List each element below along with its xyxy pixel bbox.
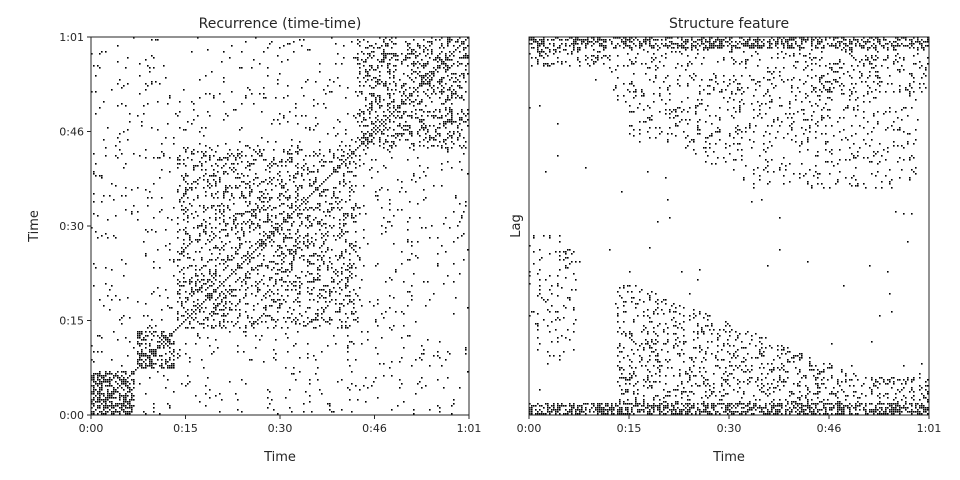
recurrence-y-tick-label: 0:00 (59, 409, 84, 422)
recurrence-plot: Recurrence (time-time) 0:00 0:15 0:30 0:46 1… (27, 16, 481, 465)
structure-feature-plot: Structure feature 0:00 0:15 0:30 0:46 1:01 T… (509, 16, 941, 465)
structure-feature-x-axis-label: Time (712, 450, 745, 465)
structure-feature-points (529, 37, 929, 415)
structure-feature-x-tick-label: 0:15 (617, 422, 642, 435)
structure-feature-y-axis-label: Lag (509, 214, 524, 237)
structure-feature-x-tick-label: 0:30 (717, 422, 742, 435)
recurrence-y-tick-label: 0:30 (59, 220, 84, 233)
recurrence-x-tick-label: 0:15 (173, 422, 198, 435)
recurrence-x-tick-label: 0:46 (362, 422, 387, 435)
recurrence-x-tick-label: 1:01 (457, 422, 482, 435)
structure-feature-point-set (529, 37, 929, 415)
recurrence-points (91, 37, 469, 415)
recurrence-y-axis-label: Time (27, 210, 42, 243)
recurrence-y-tick-label: 1:01 (59, 31, 84, 44)
structure-feature-title: Structure feature (669, 16, 789, 32)
structure-feature-axes-frame (528, 36, 930, 416)
structure-feature-x-tick-label: 1:01 (917, 422, 942, 435)
recurrence-x-tick-label: 0:00 (79, 422, 104, 435)
recurrence-y-tick-label: 0:46 (59, 126, 84, 139)
recurrence-x-tick-label: 0:30 (268, 422, 293, 435)
recurrence-y-tick-label: 0:15 (59, 315, 84, 328)
recurrence-point-set (91, 37, 469, 415)
recurrence-title: Recurrence (time-time) (199, 16, 362, 32)
recurrence-y-ticks: 0:00 0:15 0:30 0:46 1:01 (59, 31, 91, 422)
structure-feature-x-tick-label: 0:00 (517, 422, 542, 435)
structure-feature-x-tick-label: 0:46 (817, 422, 842, 435)
recurrence-x-ticks: 0:00 0:15 0:30 0:46 1:01 (79, 415, 482, 435)
recurrence-x-axis-label: Time (263, 450, 296, 465)
structure-feature-x-ticks: 0:00 0:15 0:30 0:46 1:01 (517, 415, 942, 435)
